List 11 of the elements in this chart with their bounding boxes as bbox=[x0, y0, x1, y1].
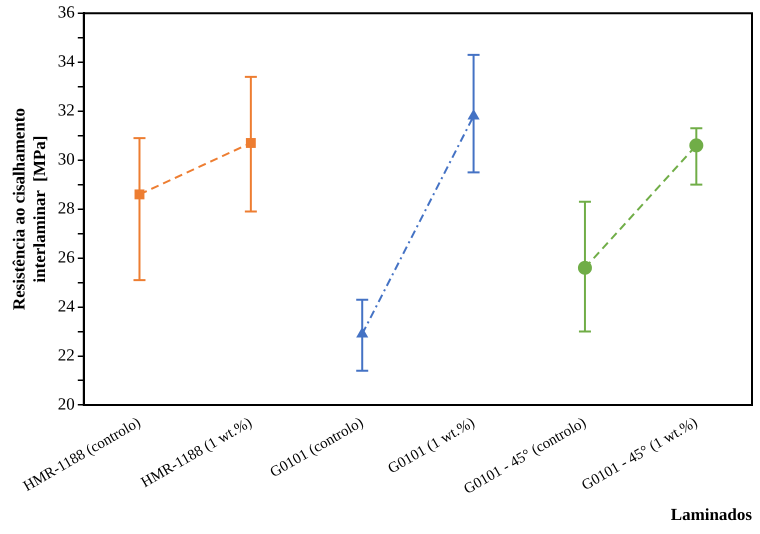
y-tick-label: 22 bbox=[58, 345, 75, 364]
y-tick-label: 36 bbox=[58, 2, 75, 22]
y-tick-label: 20 bbox=[58, 394, 75, 414]
y-tick-label: 32 bbox=[58, 100, 75, 120]
y-tick-label: 34 bbox=[58, 52, 76, 71]
y-tick-label: 24 bbox=[58, 296, 76, 316]
y-tick-label: 30 bbox=[58, 150, 75, 169]
y-tick-label: 28 bbox=[58, 198, 75, 218]
x-axis-title: Laminados bbox=[670, 505, 752, 524]
y-axis-title: Resistência ao cisalhamento interlaminar [MPa] bbox=[10, 108, 49, 310]
y-tick-label: 26 bbox=[58, 248, 75, 267]
